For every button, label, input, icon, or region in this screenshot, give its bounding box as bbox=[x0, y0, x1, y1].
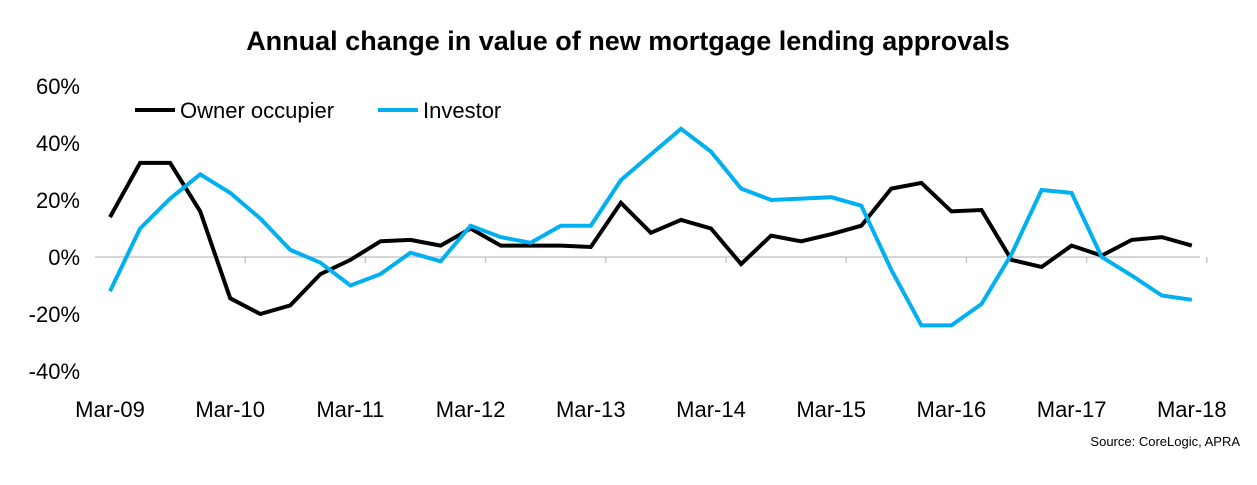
x-tick-label: Mar-14 bbox=[676, 397, 746, 422]
x-tick-label: Mar-10 bbox=[195, 397, 265, 422]
y-tick-label: 60% bbox=[36, 74, 80, 99]
x-tick-label: Mar-16 bbox=[917, 397, 987, 422]
chart-title: Annual change in value of new mortgage l… bbox=[246, 26, 1010, 56]
x-tick-label: Mar-15 bbox=[796, 397, 866, 422]
y-tick-label: 0% bbox=[48, 245, 80, 270]
x-tick-label: Mar-11 bbox=[316, 397, 384, 422]
legend: Owner occupier Investor bbox=[135, 98, 501, 123]
y-tick-label: -40% bbox=[29, 359, 80, 384]
series-line-owner-occupier bbox=[108, 160, 1193, 317]
x-tick-label: Mar-12 bbox=[436, 397, 506, 422]
legend-label-owner-occupier: Owner occupier bbox=[180, 98, 334, 123]
x-tick-label: Mar-17 bbox=[1037, 397, 1107, 422]
x-tick-label: Mar-18 bbox=[1157, 397, 1227, 422]
y-tick-label: 40% bbox=[36, 131, 80, 156]
x-tick-label: Mar-13 bbox=[556, 397, 626, 422]
legend-label-investor: Investor bbox=[423, 98, 501, 123]
series-line-investor bbox=[108, 126, 1193, 328]
x-tick-label: Mar-09 bbox=[75, 397, 145, 422]
y-tick-label: 20% bbox=[36, 188, 80, 213]
y-tick-label: -20% bbox=[29, 302, 80, 327]
source-note: Source: CoreLogic, APRA bbox=[1090, 434, 1240, 449]
